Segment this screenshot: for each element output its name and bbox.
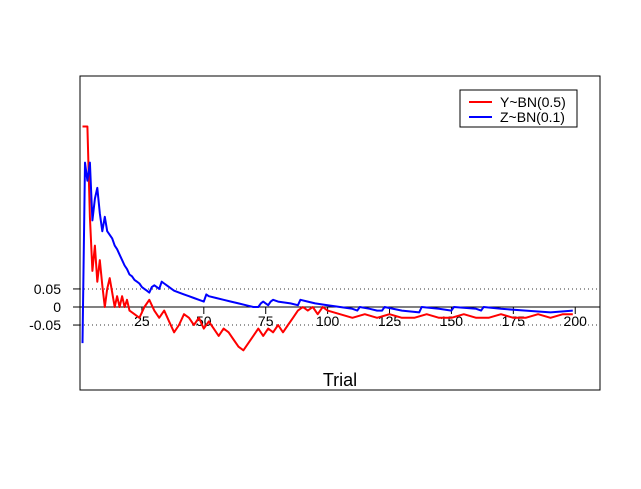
plot-box xyxy=(79,75,601,391)
y-axis: 0.05 0 -0.05 xyxy=(29,281,80,333)
x-tick-label: 125 xyxy=(378,313,402,329)
x-axis-label: Trial xyxy=(323,370,357,390)
x-tick-label: 75 xyxy=(258,313,274,329)
legend-label-y: Y~BN(0.5) xyxy=(500,94,566,110)
legend: Y~BN(0.5) Z~BN(0.1) xyxy=(459,89,578,128)
legend-label-z: Z~BN(0.1) xyxy=(500,109,565,125)
x-tick-label: 200 xyxy=(564,313,588,329)
y-tick-label: -0.05 xyxy=(29,317,61,333)
y-tick-label: 0.05 xyxy=(34,281,61,297)
x-tick-label: 100 xyxy=(316,313,340,329)
series-group xyxy=(81,125,573,352)
x-tick-label: 50 xyxy=(196,313,212,329)
x-axis: 25 50 75 100 125 150 175 200 xyxy=(134,306,588,329)
y-tick-label: 0 xyxy=(53,299,61,315)
series-line-y xyxy=(82,125,573,352)
series-line-z xyxy=(81,161,573,344)
legend-box xyxy=(459,89,578,128)
